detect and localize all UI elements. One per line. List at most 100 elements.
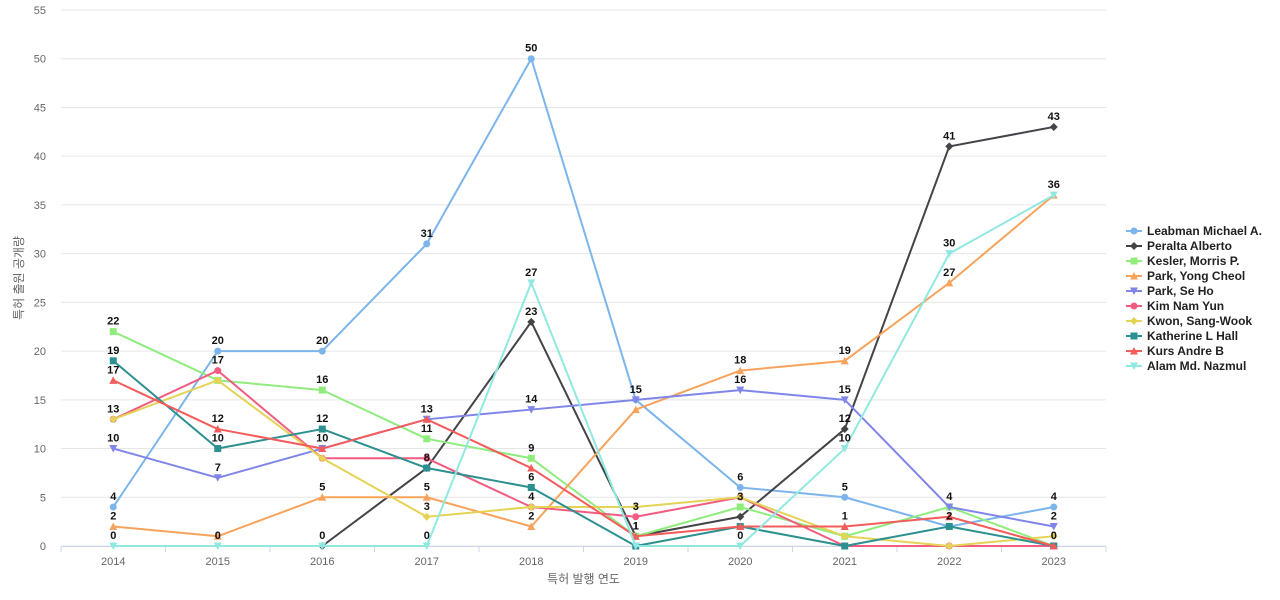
data-point[interactable] xyxy=(318,454,327,463)
data-point[interactable] xyxy=(422,512,431,521)
legend-item[interactable]: Leabman Michael A. xyxy=(1126,224,1262,238)
data-point[interactable] xyxy=(527,522,536,531)
data-point[interactable] xyxy=(318,542,327,551)
legend-item[interactable]: Peralta Alberto xyxy=(1126,239,1232,253)
data-point[interactable] xyxy=(945,278,954,287)
data-point[interactable] xyxy=(423,240,431,248)
data-point[interactable] xyxy=(631,532,640,540)
data-point[interactable] xyxy=(422,493,431,501)
data-point[interactable] xyxy=(736,503,744,511)
series-kurs-andre-b[interactable] xyxy=(109,376,1058,550)
series-alam-md-nazmul[interactable] xyxy=(109,191,1058,551)
data-point[interactable] xyxy=(841,493,849,501)
data-point[interactable] xyxy=(109,328,117,336)
legend-item[interactable]: Alam Md. Nazmul xyxy=(1126,359,1246,373)
data-point[interactable] xyxy=(945,512,954,521)
data-label: 50 xyxy=(525,43,537,55)
data-point[interactable] xyxy=(214,445,222,453)
data-point[interactable] xyxy=(945,250,954,258)
data-point[interactable] xyxy=(527,503,536,512)
data-point[interactable] xyxy=(527,55,535,63)
data-point[interactable] xyxy=(109,415,118,424)
data-point[interactable] xyxy=(1049,532,1058,541)
y-axis-title: 특허 출원 공개량 xyxy=(12,236,26,320)
data-point[interactable] xyxy=(631,503,640,512)
data-point[interactable] xyxy=(109,357,117,365)
data-point[interactable] xyxy=(423,454,431,462)
data-point[interactable] xyxy=(318,347,326,355)
data-point[interactable] xyxy=(736,386,745,395)
data-point[interactable] xyxy=(423,464,431,472)
data-point[interactable] xyxy=(318,425,326,433)
series-park-se-ho[interactable] xyxy=(109,386,1058,531)
data-point[interactable] xyxy=(213,532,222,540)
data-label: 15 xyxy=(839,384,851,396)
data-point[interactable] xyxy=(840,522,849,531)
data-point[interactable] xyxy=(527,484,535,492)
data-point[interactable] xyxy=(1049,122,1058,131)
data-point[interactable] xyxy=(422,542,431,551)
data-point[interactable] xyxy=(109,376,118,384)
data-point[interactable] xyxy=(736,366,745,375)
data-point[interactable] xyxy=(318,444,327,453)
data-point[interactable] xyxy=(840,532,849,541)
data-point[interactable] xyxy=(736,542,745,551)
legend-item[interactable]: Kwon, Sang-Wook xyxy=(1126,314,1252,328)
data-point[interactable] xyxy=(736,522,745,531)
data-point[interactable] xyxy=(109,503,117,511)
series-kim-nam-yun[interactable] xyxy=(109,367,1058,550)
data-point[interactable] xyxy=(631,396,640,404)
data-point[interactable] xyxy=(841,542,849,550)
data-point[interactable] xyxy=(736,484,744,492)
data-point[interactable] xyxy=(1049,542,1058,550)
data-point[interactable] xyxy=(736,512,745,521)
data-point[interactable] xyxy=(631,542,640,551)
data-point[interactable] xyxy=(109,542,118,551)
legend-item[interactable]: Kurs Andre B xyxy=(1126,344,1224,358)
data-point[interactable] xyxy=(213,425,222,433)
series-line xyxy=(112,194,1055,538)
data-point[interactable] xyxy=(527,464,536,472)
data-point[interactable] xyxy=(213,542,222,551)
data-point[interactable] xyxy=(109,522,118,531)
data-point[interactable] xyxy=(840,396,849,404)
data-point[interactable] xyxy=(422,415,431,423)
data-point[interactable] xyxy=(840,356,849,365)
data-point[interactable] xyxy=(1050,503,1058,511)
data-point[interactable] xyxy=(945,542,954,550)
legend-item[interactable]: Kesler, Morris P. xyxy=(1126,254,1240,268)
data-point[interactable] xyxy=(632,513,640,521)
data-label: 10 xyxy=(316,433,328,445)
legend-item[interactable]: Park, Se Ho xyxy=(1126,284,1214,298)
series-leabman-michael-a[interactable] xyxy=(109,55,1058,531)
data-point[interactable] xyxy=(736,493,745,502)
data-point[interactable] xyxy=(214,367,222,375)
data-point[interactable] xyxy=(109,445,118,453)
legend[interactable]: Leabman Michael A.Peralta AlbertoKesler,… xyxy=(1126,224,1262,373)
data-point[interactable] xyxy=(945,523,953,531)
data-point[interactable] xyxy=(423,435,431,443)
series-kwon-sang-wook[interactable] xyxy=(109,376,1058,550)
legend-item[interactable]: Park, Yong Cheol xyxy=(1126,269,1245,283)
data-point[interactable] xyxy=(318,386,326,394)
data-point[interactable] xyxy=(840,425,849,434)
data-point[interactable] xyxy=(840,445,849,453)
data-point[interactable] xyxy=(527,279,536,287)
data-label: 4 xyxy=(946,491,953,503)
data-point[interactable] xyxy=(213,474,222,482)
data-point[interactable] xyxy=(527,454,535,462)
data-point[interactable] xyxy=(318,493,327,501)
data-point[interactable] xyxy=(214,347,222,355)
legend-item[interactable]: Kim Nam Yun xyxy=(1126,299,1224,313)
data-point[interactable] xyxy=(945,142,954,151)
data-point[interactable] xyxy=(1049,523,1058,531)
data-point[interactable] xyxy=(1049,191,1058,200)
data-point[interactable] xyxy=(527,317,536,326)
y-tick-label: 35 xyxy=(34,200,46,212)
data-point[interactable] xyxy=(631,405,640,414)
data-point[interactable] xyxy=(527,406,536,414)
data-point[interactable] xyxy=(945,503,954,512)
series-park-yong-cheol[interactable] xyxy=(109,191,1058,540)
data-point[interactable] xyxy=(213,376,222,385)
legend-item[interactable]: Katherine L Hall xyxy=(1126,329,1238,343)
